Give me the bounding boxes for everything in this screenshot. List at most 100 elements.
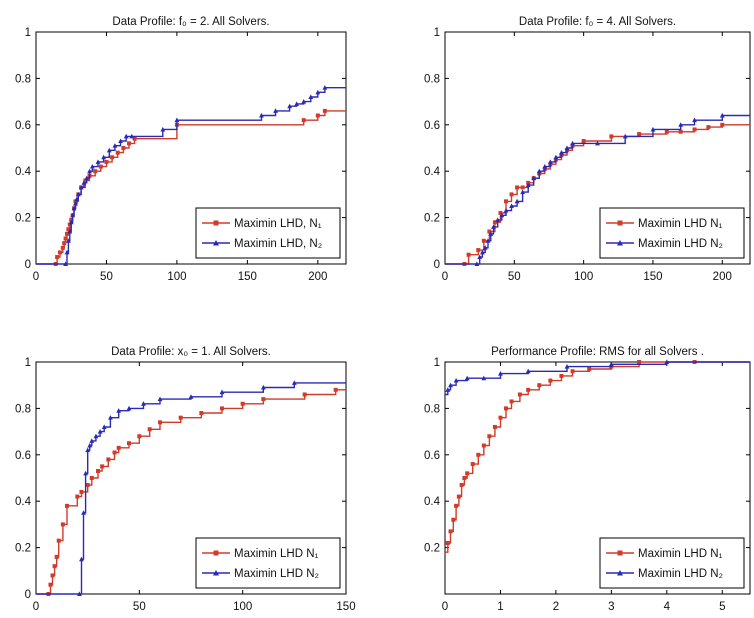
- data-point: [454, 503, 459, 508]
- data-point: [129, 133, 135, 139]
- data-point: [581, 139, 586, 144]
- data-point: [482, 245, 488, 250]
- data-point: [123, 133, 129, 139]
- data-point: [118, 138, 123, 144]
- series-line: [36, 87, 346, 265]
- x-tick-label: 50: [508, 271, 521, 283]
- x-tick-label: 150: [643, 271, 662, 283]
- x-tick-label: 0: [33, 601, 39, 613]
- data-point: [453, 377, 459, 383]
- y-tick-label: 1: [25, 357, 31, 369]
- chart-panel-1: Data Profile: f₀ = 2. All Solvers.0 50 100…: [15, 16, 347, 283]
- data-point: [273, 108, 278, 113]
- data-point: [719, 112, 725, 118]
- x-tick-label: 100: [167, 271, 186, 283]
- data-point: [509, 203, 514, 208]
- data-point: [104, 159, 109, 164]
- y-tick-label: 0.4: [424, 166, 441, 178]
- data-point: [87, 168, 92, 174]
- data-point: [112, 143, 118, 148]
- data-point: [287, 103, 293, 109]
- data-point: [531, 175, 537, 181]
- legend-label: Maximin LHD N₁: [234, 548, 319, 560]
- y-tick-label: 0.8: [424, 403, 440, 415]
- data-point: [448, 382, 453, 388]
- x-tick-label: 150: [336, 601, 355, 613]
- data-point: [220, 406, 224, 411]
- y-tick-label: 0.4: [15, 166, 32, 178]
- data-point: [75, 191, 81, 197]
- chart-panel-4: Performance Profile: RMS for all Solvers…: [424, 346, 751, 613]
- data-point: [74, 196, 80, 202]
- data-point: [87, 442, 93, 448]
- y-tick-label: 0.6: [424, 450, 440, 462]
- x-tick-label: 1: [497, 601, 503, 613]
- legend-box: [195, 207, 341, 259]
- data-point: [188, 394, 194, 399]
- data-point: [498, 415, 503, 420]
- x-tick-label: 200: [308, 271, 327, 283]
- y-tick-label: 0: [25, 259, 31, 271]
- y-tick-label: 0.8: [15, 73, 31, 85]
- data-point: [260, 384, 266, 390]
- data-point: [302, 392, 307, 397]
- data-point: [52, 564, 57, 569]
- y-tick-label: 0.4: [15, 496, 32, 508]
- legend: Maximin LHD N₁ Maximin LHD N₂: [195, 537, 341, 589]
- data-point: [587, 366, 592, 371]
- x-tick-label: 2: [553, 601, 559, 613]
- data-point: [488, 231, 494, 236]
- data-point: [79, 556, 84, 562]
- data-point: [466, 252, 471, 257]
- data-point: [199, 411, 204, 416]
- data-point: [121, 146, 126, 150]
- data-point: [548, 378, 553, 383]
- y-tick-label: 1: [434, 27, 440, 39]
- data-point: [83, 470, 88, 476]
- data-point: [89, 163, 95, 169]
- data-point: [106, 457, 111, 462]
- data-point: [706, 125, 711, 130]
- data-point: [178, 415, 183, 420]
- data-point: [158, 420, 162, 425]
- data-point: [322, 108, 327, 113]
- data-point: [294, 101, 300, 106]
- data-point: [308, 94, 314, 99]
- data-point: [315, 89, 321, 95]
- data-point: [445, 540, 450, 545]
- data-point: [570, 369, 575, 374]
- data-point: [525, 182, 531, 188]
- data-point: [485, 238, 491, 243]
- data-point: [101, 154, 107, 160]
- data-point: [509, 399, 514, 404]
- legend-label: Maximin LHD N₂: [638, 568, 723, 580]
- data-point: [93, 169, 98, 174]
- data-point: [564, 364, 570, 369]
- data-point: [78, 184, 84, 190]
- chart-title: Data Profile: x₀ = 1. All Solvers.: [111, 346, 271, 358]
- data-point: [481, 375, 487, 381]
- y-tick-label: 0.4: [424, 496, 441, 508]
- data-point: [93, 433, 99, 439]
- data-point: [65, 231, 69, 236]
- data-point: [98, 164, 103, 169]
- data-point: [55, 255, 60, 260]
- y-tick-label: 0: [25, 589, 31, 601]
- data-point: [112, 450, 117, 455]
- data-point: [240, 401, 245, 406]
- data-point: [50, 573, 55, 578]
- data-point: [470, 462, 475, 467]
- data-point: [100, 464, 105, 469]
- chart-title: Data Profile: f₀ = 2. All Solvers.: [112, 16, 269, 28]
- data-point: [259, 112, 264, 118]
- data-point: [462, 476, 467, 480]
- data-point: [85, 482, 90, 487]
- series-2: [445, 112, 750, 266]
- data-point: [63, 261, 68, 266]
- legend-label: Maximin LHD N₂: [638, 238, 723, 250]
- x-tick-label: 50: [133, 601, 146, 613]
- legend-label: Maximin LHD N₂: [234, 568, 319, 580]
- legend: Maximin LHD N₁ Maximin LHD N₂: [599, 537, 745, 589]
- data-point: [77, 591, 82, 596]
- data-point: [559, 150, 564, 155]
